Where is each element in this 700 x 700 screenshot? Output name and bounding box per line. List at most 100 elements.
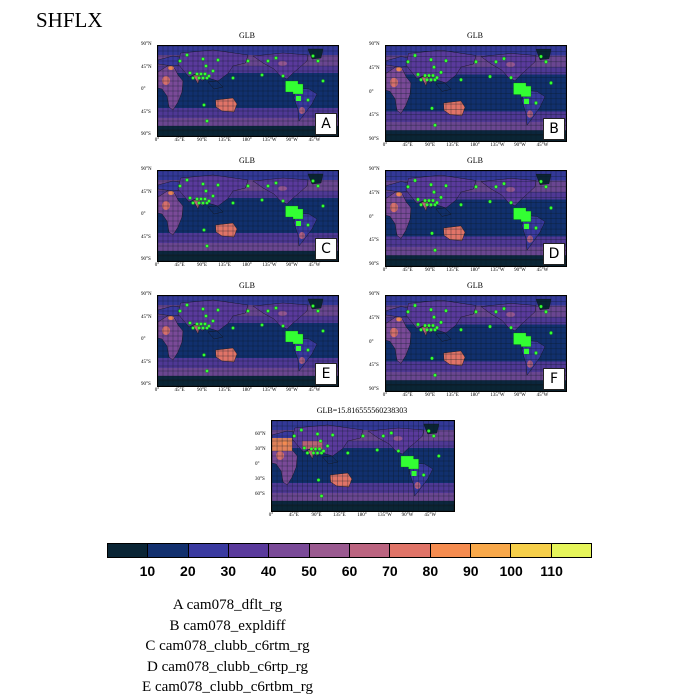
longitude-label: 135°W — [262, 388, 277, 393]
colorbar-label: 90 — [462, 563, 479, 579]
panel-title: GLB — [239, 281, 255, 290]
longitude-label: 90°E — [311, 513, 322, 518]
latitude-label: 90°S — [369, 137, 379, 142]
longitude-label: 45°E — [174, 388, 185, 393]
latitude-label: 90°S — [141, 257, 151, 262]
colorbar-segment — [188, 544, 229, 557]
longitude-label: 45°W — [536, 268, 549, 273]
latitude-label: 45°N — [141, 189, 152, 195]
latitude-label: 90°N — [141, 292, 152, 297]
world-map — [157, 170, 339, 262]
colorbar-segment — [228, 544, 270, 557]
latitude-label: 60°S — [255, 492, 265, 497]
latitude-label: 0° — [141, 212, 146, 217]
colorbar-label: 50 — [301, 563, 317, 579]
latitude-label: 45°N — [369, 190, 380, 196]
colorbar-label: 20 — [180, 563, 196, 579]
panel-title: GLB — [467, 281, 483, 290]
map-panel-b: GLB 90°N 45°N 0° 45°S 90°S 0° 45°E 90°E 135°E 180°… — [355, 31, 595, 156]
longitude-label: 90°W — [286, 388, 298, 393]
latitude-label: 90°S — [141, 382, 151, 387]
panel-title: GLB — [239, 156, 255, 165]
panel-letter: B — [543, 118, 565, 140]
colorbar-label: 80 — [422, 563, 439, 579]
map-panel-e: GLB 90°N 45°N 0° 45°S 90°S 0° 45°E 90°E 135°E 180°… — [127, 281, 367, 401]
longitude-label: 135°W — [490, 143, 505, 148]
colorbar-label: 10 — [139, 563, 156, 579]
longitude-label: 0° — [268, 513, 274, 518]
longitude-label: 45°W — [536, 393, 549, 398]
latitude-label: 45°S — [369, 363, 379, 369]
latitude-label: 0° — [255, 462, 260, 467]
world-map — [157, 45, 339, 137]
longitude-label: 180° — [242, 388, 252, 393]
longitude-label: 45°E — [288, 513, 299, 518]
longitude-label: 45°W — [424, 513, 437, 518]
latitude-label: 45°S — [141, 359, 151, 365]
colorbar-segment — [349, 544, 391, 557]
latitude-label: 45°S — [141, 234, 151, 240]
longitude-label: 135°W — [262, 263, 277, 268]
longitude-label: 135°W — [262, 138, 277, 143]
longitude-label: 0° — [154, 263, 160, 268]
latitude-label: 90°N — [141, 42, 152, 47]
longitude-label: 180° — [242, 138, 252, 143]
colorbar-segment — [390, 544, 431, 557]
longitude-label: 135°W — [377, 513, 392, 518]
panel-letter: D — [543, 243, 565, 265]
latitude-label: 0° — [369, 339, 374, 345]
legend-entry: C cam078_clubb_c6rtm_rg — [145, 638, 310, 654]
longitude-label: 90°W — [514, 268, 526, 273]
panel-title: GLB=15.816555560238303 — [316, 406, 408, 415]
longitude-label: 45°E — [174, 263, 185, 268]
longitude-label: 90°E — [196, 263, 208, 268]
longitude-label: 90°W — [286, 263, 298, 268]
longitude-label: 90°E — [196, 388, 208, 393]
latitude-label: 90°N — [369, 292, 380, 297]
longitude-label: 135°W — [490, 393, 505, 398]
colorbar — [107, 543, 592, 558]
latitude-label: 45°N — [141, 64, 152, 70]
latitude-label: 90°S — [141, 132, 151, 137]
longitude-label: 45°E — [402, 143, 413, 148]
map-panel-f: GLB 90°N 45°N 0° 45°S 90°S 0° 45°E 90°E 135°E 180°… — [355, 281, 595, 406]
longitude-label: 135°E — [218, 388, 231, 393]
panel-title: GLB — [467, 31, 483, 40]
longitude-label: 45°W — [308, 263, 321, 268]
map-panel-a: GLB 90°N 45°N 0° 45°S 90°S 0° 45°E 90°E 135°E 180°… — [127, 31, 367, 151]
longitude-label: 135°E — [446, 393, 459, 398]
longitude-label: 90°W — [286, 138, 298, 143]
longitude-label: 45°W — [308, 138, 321, 143]
colorbar-segment — [269, 544, 310, 557]
latitude-label: 0° — [141, 337, 146, 342]
panel-title: GLB — [239, 31, 255, 40]
longitude-label: 90°W — [514, 393, 526, 398]
longitude-label: 45°W — [308, 388, 321, 393]
latitude-label: 90°S — [369, 387, 379, 392]
panel-title: GLB — [467, 156, 483, 165]
panel-letter: E — [315, 363, 337, 385]
latitude-label: 45°S — [141, 109, 151, 115]
longitude-label: 0° — [382, 268, 388, 273]
longitude-label: 45°E — [402, 268, 413, 273]
longitude-label: 0° — [154, 388, 160, 393]
longitude-label: 90°E — [424, 393, 436, 398]
longitude-label: 135°E — [218, 138, 231, 143]
colorbar-label: 30 — [220, 563, 237, 579]
colorbar-label: 60 — [341, 563, 358, 579]
longitude-label: 90°W — [514, 143, 526, 148]
longitude-label: 90°E — [196, 138, 208, 143]
map-panel-obs: GLB=15.816555560238303 60°N 30°N 0° 30°S 60°S… — [241, 406, 483, 526]
latitude-label: 45°N — [369, 315, 380, 321]
latitude-label: 90°S — [369, 262, 379, 267]
latitude-label: 0° — [369, 89, 374, 95]
legend-entry: A cam078_dflt_rg — [172, 597, 283, 613]
latitude-label: 30°N — [255, 447, 266, 452]
longitude-label: 90°E — [424, 143, 436, 148]
longitude-label: 180° — [357, 513, 367, 518]
latitude-label: 90°N — [369, 42, 380, 47]
map-panel-c: GLB 90°N 45°N 0° 45°S 90°S 0° 45°E 90°E 135°E 180°… — [127, 156, 367, 276]
colorbar-label: 110 — [540, 563, 563, 579]
latitude-label: 0° — [369, 214, 374, 220]
panel-letter: F — [543, 368, 565, 390]
